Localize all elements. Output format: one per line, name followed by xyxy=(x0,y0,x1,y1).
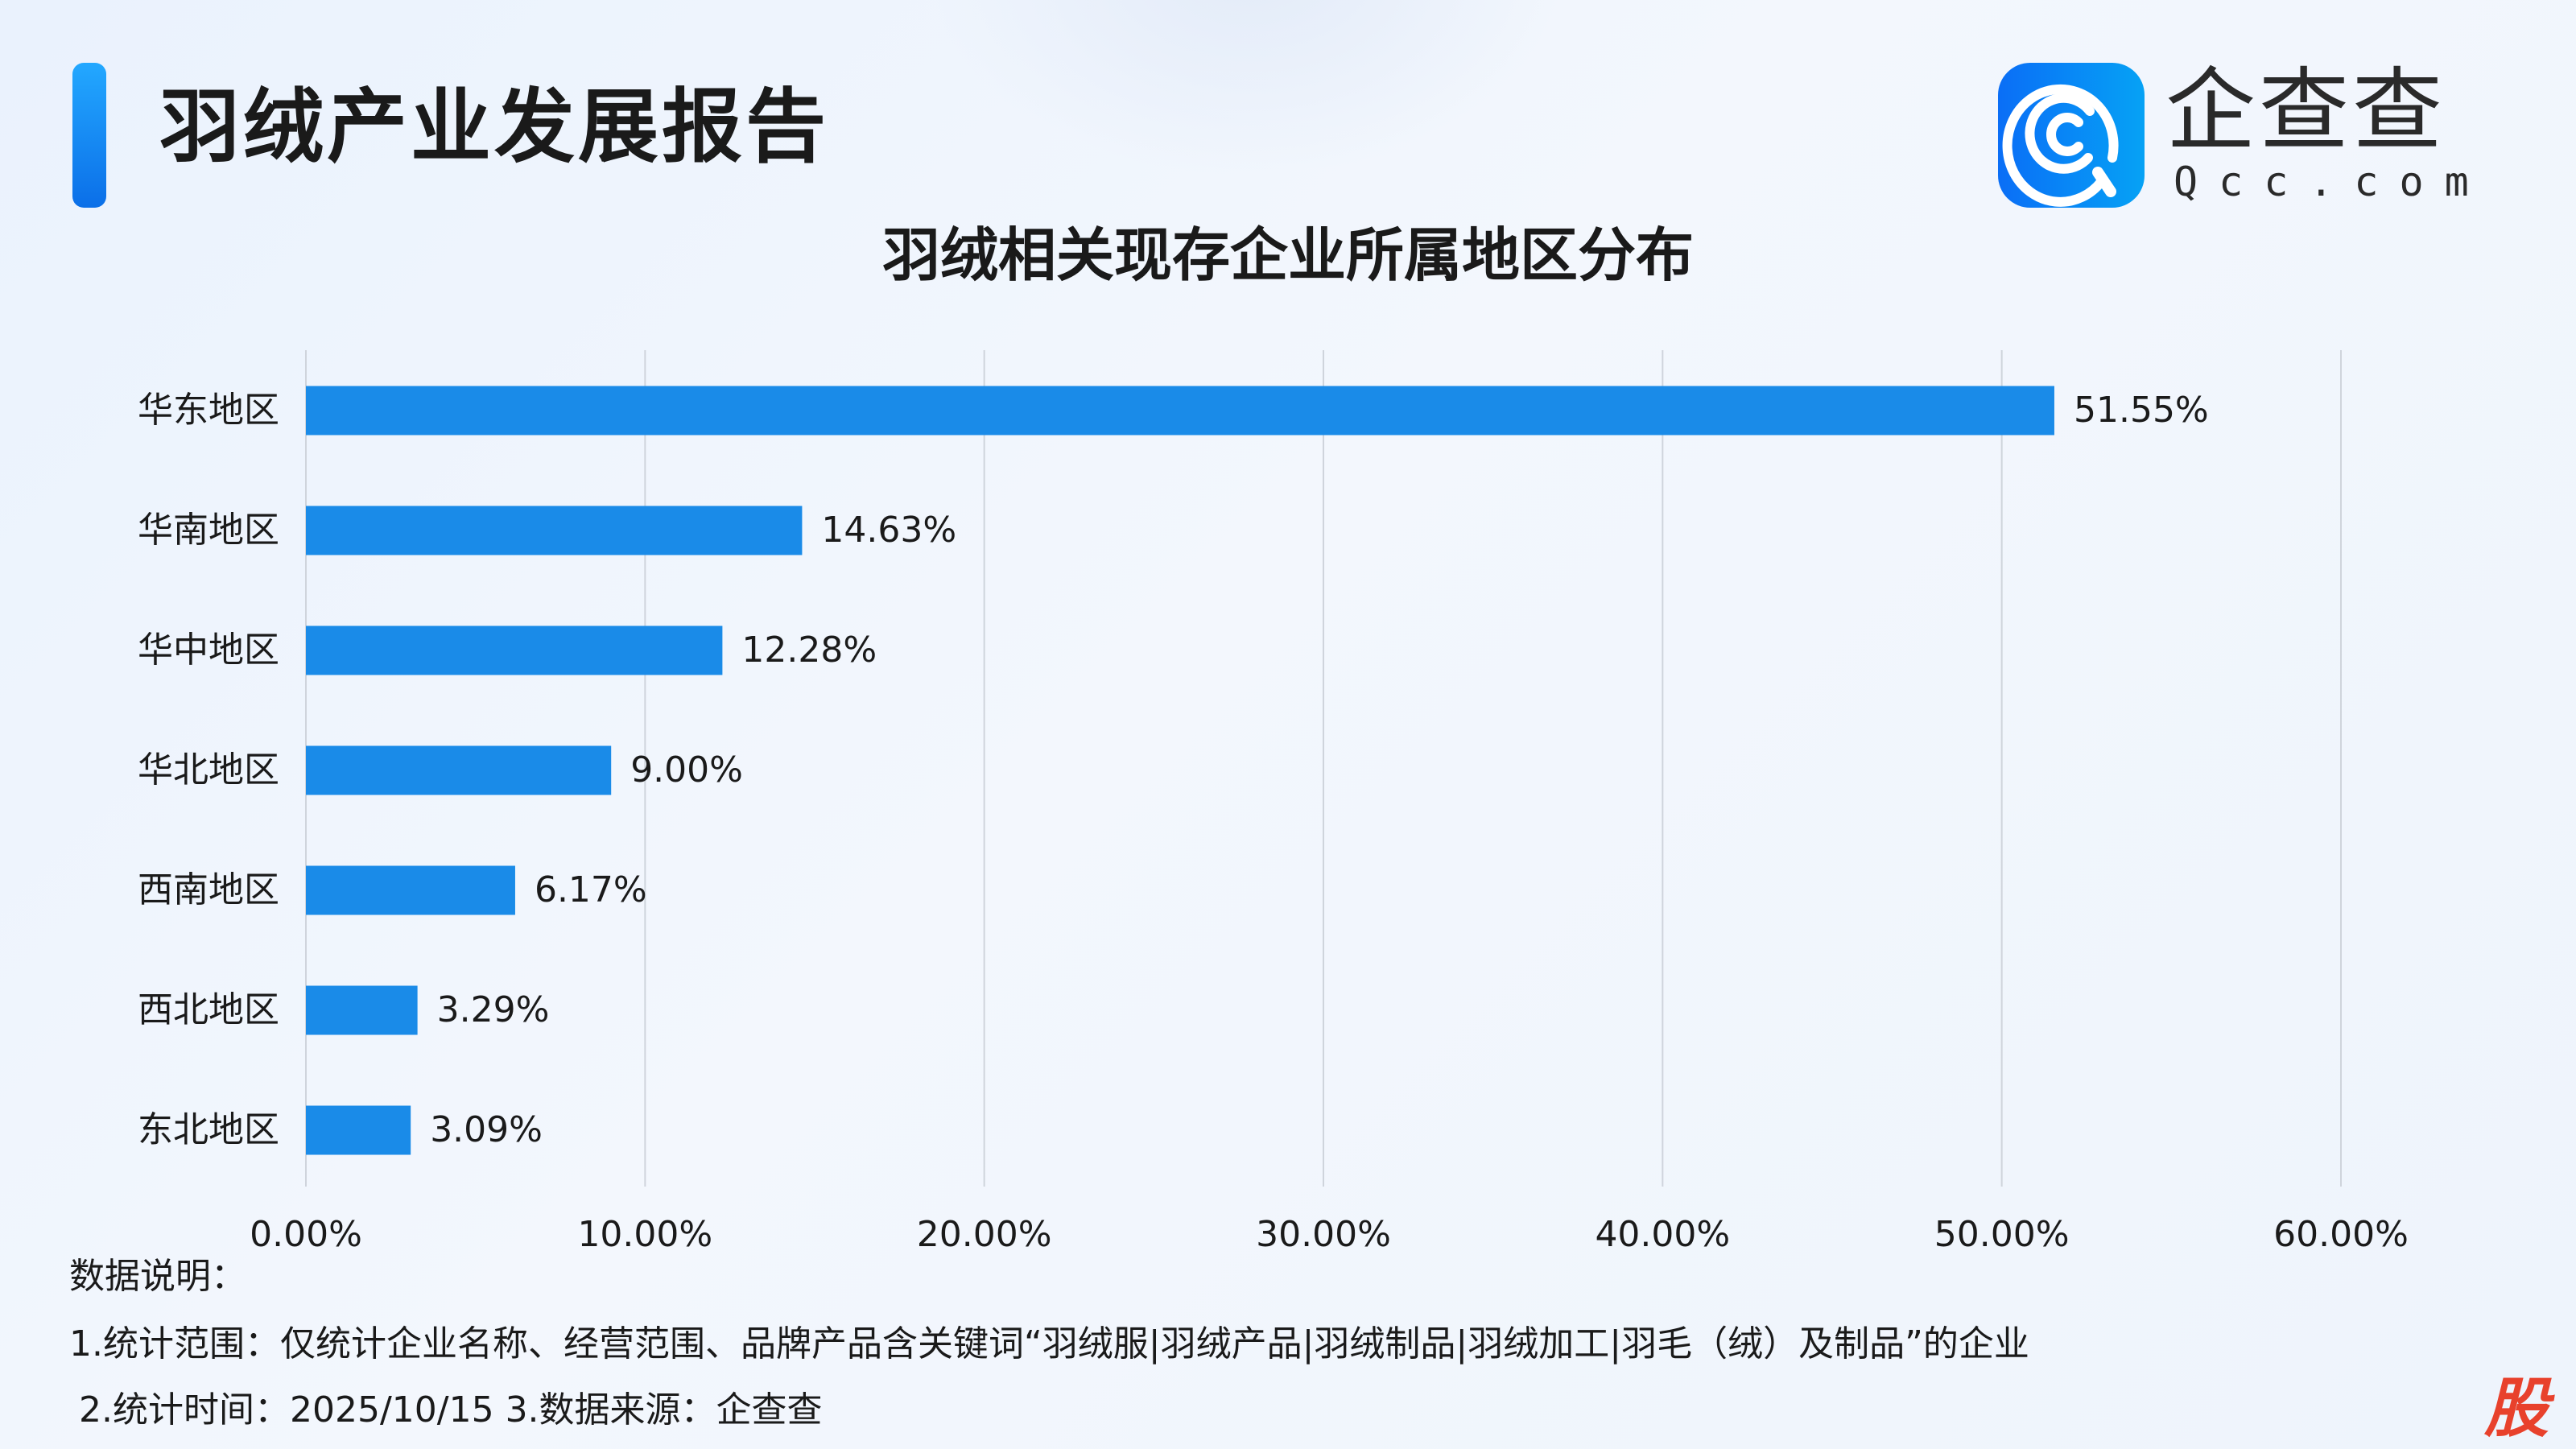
x-tick-label: 0.00% xyxy=(250,1214,362,1255)
x-tick-label: 50.00% xyxy=(1934,1214,2070,1255)
data-label: 14.63% xyxy=(821,510,957,551)
x-tick-label: 20.00% xyxy=(916,1214,1052,1255)
data-label: 51.55% xyxy=(2073,390,2209,431)
x-tick-label: 30.00% xyxy=(1256,1214,1391,1255)
category-label: 东北地区 xyxy=(138,1109,279,1150)
data-label: 6.17% xyxy=(534,869,647,910)
bar xyxy=(306,625,723,675)
x-tick-label: 60.00% xyxy=(2273,1214,2409,1255)
bar xyxy=(306,865,515,915)
category-label: 华南地区 xyxy=(138,510,279,551)
qcc-logo-text: 企查查 xyxy=(2165,59,2446,163)
watermark-stamp: 股 xyxy=(2484,1371,2549,1446)
notes-line-2: 2.统计时间：2025/10/15 3.数据来源：企查查 xyxy=(79,1389,823,1430)
qcc-logo-domain: Qcc.com xyxy=(2174,159,2490,205)
category-label: 华东地区 xyxy=(138,390,279,431)
bar xyxy=(306,1105,411,1155)
x-tick-label: 40.00% xyxy=(1595,1214,1731,1255)
category-label: 华北地区 xyxy=(138,749,279,791)
bar xyxy=(306,745,612,795)
chart-title: 羽绒相关现存企业所属地区分布 xyxy=(881,221,1694,289)
category-label: 西南地区 xyxy=(138,869,279,910)
page-title: 羽绒产业发展报告 xyxy=(159,80,829,174)
data-label: 3.29% xyxy=(436,989,550,1030)
qcc-logo-icon xyxy=(1998,63,2145,208)
category-label: 西北地区 xyxy=(138,989,279,1030)
data-label: 3.09% xyxy=(430,1109,543,1150)
x-tick-label: 10.00% xyxy=(577,1214,713,1255)
bar xyxy=(306,985,418,1035)
notes-heading: 数据说明： xyxy=(69,1256,246,1297)
title-accent-bar xyxy=(72,63,106,208)
category-label: 华中地区 xyxy=(138,630,279,671)
data-label: 9.00% xyxy=(630,749,743,791)
data-label: 12.28% xyxy=(741,630,877,671)
bar xyxy=(306,386,2054,436)
bar xyxy=(306,506,803,555)
notes-line-1: 1.统计范围：仅统计企业名称、经营范围、品牌产品含关键词“羽绒服|羽绒产品|羽绒… xyxy=(69,1323,2029,1364)
